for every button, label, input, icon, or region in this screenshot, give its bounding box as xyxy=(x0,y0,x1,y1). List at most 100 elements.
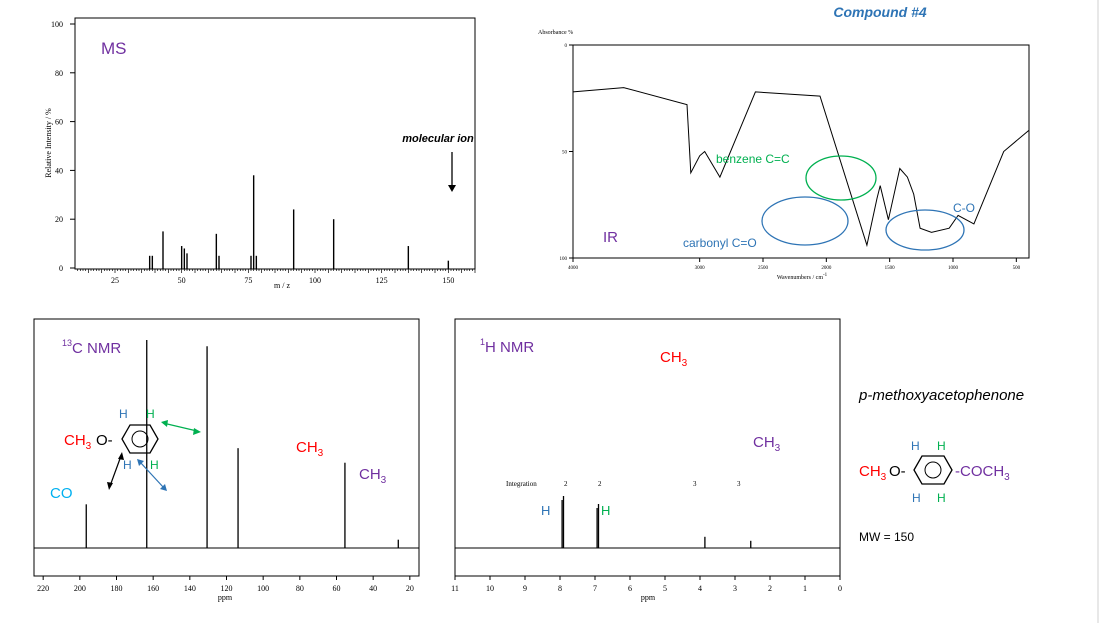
hnmr-integration-value: 3 xyxy=(693,480,697,488)
hnmr-integration-label: Integration xyxy=(506,480,537,488)
cnmr-xtick-label: 20 xyxy=(406,584,414,593)
ms-ytick-label: 80 xyxy=(55,69,63,78)
hnmr-xlabel: ppm xyxy=(641,593,656,602)
cnmr-xtick-label: 40 xyxy=(369,584,377,593)
ir-xtick-label: 4000 xyxy=(568,266,579,271)
hnmr-xtick-label: 9 xyxy=(523,584,527,593)
ir-benzene-circle xyxy=(805,155,877,201)
compound-right-acetyl: -COCH3 xyxy=(955,463,1010,483)
cnmr-benzene-ring xyxy=(121,424,159,454)
compound-left-methyl: CH3 xyxy=(859,463,887,483)
ir-label: IR xyxy=(603,229,618,246)
compound-benzene-inner xyxy=(924,461,942,479)
hnmr-xtick-label: 4 xyxy=(698,584,702,593)
cnmr-xtick-label: 220 xyxy=(37,584,49,593)
compound-name: p-methoxyacetophenone xyxy=(858,387,1024,404)
cnmr-peak-label-och3: CH3 xyxy=(296,439,324,459)
hnmr-h-label: H xyxy=(541,503,550,518)
compound-molecular-weight: MW = 150 xyxy=(859,530,914,544)
ms-xtick-label: 150 xyxy=(442,276,454,285)
cnmr-arrowhead xyxy=(193,428,201,435)
compound-h-label: H xyxy=(911,439,920,453)
ir-xtick-label: 1500 xyxy=(885,266,896,271)
ms-molecular-ion-arrowhead xyxy=(448,185,456,192)
cnmr-structure: CH3 O- H H H H xyxy=(64,407,201,491)
ir-xtick-label: 500 xyxy=(1013,266,1021,271)
cnmr-xtick-label: 120 xyxy=(221,584,233,593)
cnmr-struct-oxygen: O- xyxy=(96,432,113,449)
hnmr-integration-value: 2 xyxy=(564,480,568,488)
cnmr-plot-frame xyxy=(33,318,420,577)
ms-ylabel: Relative Intensity / % xyxy=(44,108,53,178)
cnmr-struct-methyl: CH3 xyxy=(64,432,92,452)
compound-info: p-methoxyacetophenone H H CH3 O- -COCH3 … xyxy=(858,387,1024,544)
ms-label: MS xyxy=(101,39,127,58)
cnmr-xtick-label: 160 xyxy=(147,584,159,593)
cnmr-h-label: H xyxy=(123,458,132,472)
hnmr-integration-value: 3 xyxy=(737,480,741,488)
ms-ytick-label: 20 xyxy=(55,215,63,224)
hnmr-xtick-label: 10 xyxy=(486,584,494,593)
hnmr-label: 1H NMR xyxy=(480,337,534,356)
ir-carbonyl-annotation: carbonyl C=O xyxy=(683,236,757,250)
cnmr-arrowhead xyxy=(160,484,167,491)
ms-xtick-label: 125 xyxy=(376,276,388,285)
compound-h-label: H xyxy=(937,439,946,453)
cnmr-xtick-label: 100 xyxy=(257,584,269,593)
ir-co-circle xyxy=(885,209,965,251)
ir-spectrum-line xyxy=(572,87,1030,248)
cnmr-xlabel: ppm xyxy=(218,593,233,602)
cnmr-xtick-label: 140 xyxy=(184,584,196,593)
cnmr-arrowhead xyxy=(107,482,113,490)
hnmr-xtick-label: 0 xyxy=(838,584,842,593)
hnmr-peak-label-coch3: CH3 xyxy=(753,434,781,454)
hnmr-plot-frame xyxy=(454,318,841,577)
hnmr-xtick-label: 8 xyxy=(558,584,562,593)
hnmr-xtick-label: 1 xyxy=(803,584,807,593)
ir-carbonyl-circle xyxy=(761,196,849,246)
cnmr-h-label: H xyxy=(146,407,155,421)
ms-ytick-label: 40 xyxy=(55,166,63,175)
hnmr-panel: 1H NMR 11 10 9 8 7 6 5 4 3 2 1 0 ppm Integration 2 … xyxy=(451,318,842,602)
cnmr-green-double-arrow xyxy=(162,422,198,432)
ms-ytick-label: 0 xyxy=(59,264,63,273)
cnmr-blue-double-arrow xyxy=(139,461,165,489)
ms-xtick-label: 75 xyxy=(244,276,252,285)
ir-xlabel: Wavenumbers / cm-1 xyxy=(777,273,828,281)
ir-xtick-label: 2000 xyxy=(821,266,832,271)
ir-benzene-annotation: benzene C=C xyxy=(716,152,790,166)
cnmr-arrowhead xyxy=(161,420,168,427)
cnmr-h-label: H xyxy=(150,458,159,472)
ms-xtick-label: 50 xyxy=(178,276,186,285)
cnmr-arrowhead xyxy=(118,452,124,460)
ms-xtick-label: 25 xyxy=(111,276,119,285)
ir-ytick-label: 0 xyxy=(565,44,568,49)
ir-co-annotation: C-O xyxy=(953,201,975,215)
compound-h-label: H xyxy=(937,491,946,505)
ms-ytick-label: 60 xyxy=(55,118,63,127)
cnmr-arrowhead xyxy=(137,459,144,466)
cnmr-xtick-label: 180 xyxy=(111,584,123,593)
cnmr-xtick-label: 200 xyxy=(74,584,86,593)
hnmr-xtick-label: 7 xyxy=(593,584,597,593)
hnmr-integration-value: 2 xyxy=(598,480,602,488)
cnmr-benzene-inner xyxy=(131,430,149,448)
cnmr-xtick-label: 80 xyxy=(296,584,304,593)
ms-ytick-label: 100 xyxy=(51,20,63,29)
ir-ytick-label: 50 xyxy=(562,151,568,156)
cnmr-black-double-arrow xyxy=(109,455,122,487)
compound-left-oxygen: O- xyxy=(889,463,906,480)
ir-xtick-label: 3000 xyxy=(695,266,706,271)
ir-ytick-label: 100 xyxy=(560,257,568,262)
cnmr-xtick-label: 60 xyxy=(333,584,341,593)
ir-plot-frame xyxy=(572,44,1030,259)
ir-ylabel: Absorbance % xyxy=(538,30,573,36)
cnmr-peak-label-coch3: CH3 xyxy=(359,466,387,486)
ir-xtick-label: 2500 xyxy=(758,266,769,271)
cnmr-panel: 13C NMR 220 200 180 160 140 120 100 80 60 40 20 pp… xyxy=(33,318,420,602)
hnmr-xtick-label: 11 xyxy=(451,584,459,593)
compound-h-label: H xyxy=(912,491,921,505)
cnmr-label: 13C NMR xyxy=(62,338,121,357)
cnmr-h-label: H xyxy=(119,407,128,421)
